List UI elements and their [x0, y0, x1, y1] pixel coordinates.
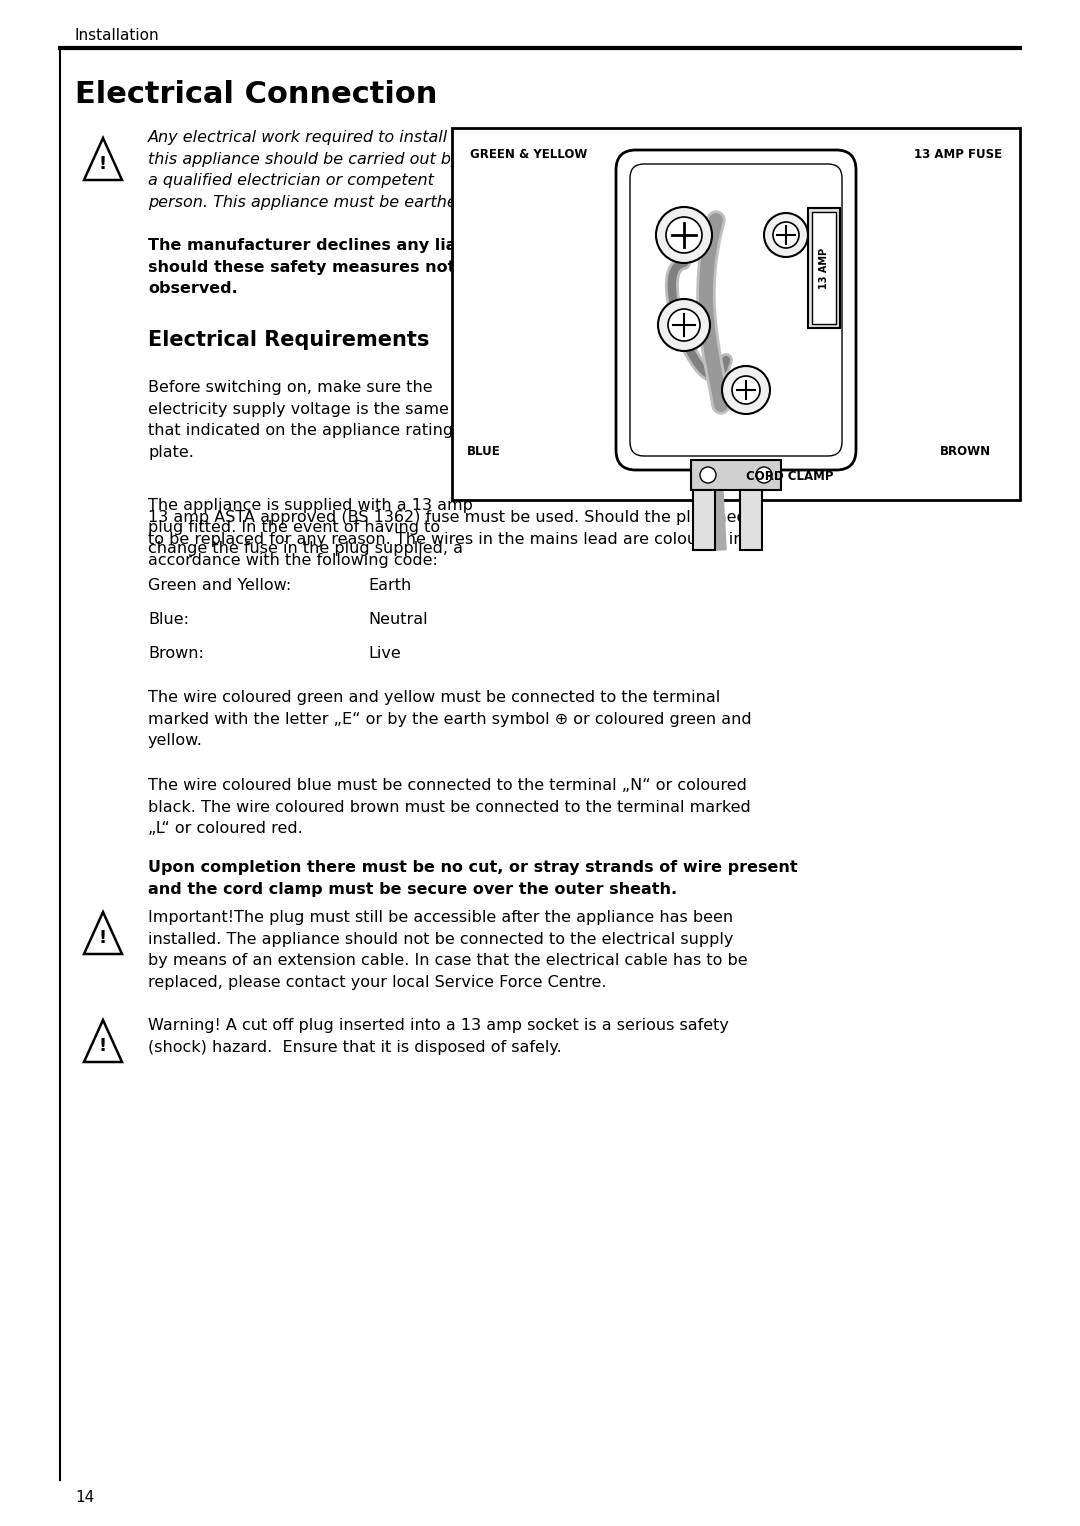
Text: !: !: [99, 156, 107, 172]
Text: Blue:: Blue:: [148, 612, 189, 627]
Text: GREEN & YELLOW: GREEN & YELLOW: [470, 148, 588, 162]
Text: CORD CLAMP: CORD CLAMP: [746, 470, 834, 484]
Bar: [808, 208, 840, 328]
Text: 14: 14: [75, 1489, 94, 1505]
Circle shape: [669, 308, 700, 340]
Text: BROWN: BROWN: [940, 446, 991, 458]
Circle shape: [723, 366, 770, 414]
Text: Before switching on, make sure the
electricity supply voltage is the same as
tha: Before switching on, make sure the elect…: [148, 380, 472, 459]
Text: Live: Live: [368, 645, 401, 661]
Circle shape: [756, 467, 772, 484]
Text: The appliance is supplied with a 13 amp
plug fitted. In the event of having to
c: The appliance is supplied with a 13 amp …: [148, 497, 473, 555]
Text: 13 AMP FUSE: 13 AMP FUSE: [914, 148, 1002, 162]
Circle shape: [732, 375, 760, 404]
Text: Any electrical work required to install
this appliance should be carried out by
: Any electrical work required to install …: [148, 130, 472, 209]
Bar: [453, 128, 1020, 501]
Text: The wire coloured blue must be connected to the terminal „N“ or coloured
black. : The wire coloured blue must be connected…: [148, 778, 751, 836]
Circle shape: [656, 208, 712, 262]
Circle shape: [764, 214, 808, 256]
Text: !: !: [99, 1038, 107, 1054]
Text: Electrical Requirements: Electrical Requirements: [148, 330, 430, 349]
Bar: [740, 490, 762, 549]
Text: Important!The plug must still be accessible after the appliance has been
install: Important!The plug must still be accessi…: [148, 909, 747, 990]
Text: 13 AMP: 13 AMP: [819, 247, 829, 288]
Text: Installation: Installation: [75, 27, 160, 43]
Circle shape: [666, 217, 702, 253]
FancyBboxPatch shape: [616, 150, 856, 470]
Text: Neutral: Neutral: [368, 612, 428, 627]
Bar: [693, 490, 715, 549]
Text: Warning! A cut off plug inserted into a 13 amp socket is a serious safety
(shock: Warning! A cut off plug inserted into a …: [148, 1018, 729, 1054]
Circle shape: [773, 221, 799, 249]
Text: 13 amp ASTA approved (BS 1362) fuse must be used. Should the plug need
to be rep: 13 amp ASTA approved (BS 1362) fuse must…: [148, 510, 757, 568]
Text: Green and Yellow:: Green and Yellow:: [148, 578, 292, 594]
Text: BLUE: BLUE: [467, 446, 501, 458]
Text: The wire coloured green and yellow must be connected to the terminal
marked with: The wire coloured green and yellow must …: [148, 690, 752, 748]
Text: Earth: Earth: [368, 578, 411, 594]
Text: Upon completion there must be no cut, or stray strands of wire present
and the c: Upon completion there must be no cut, or…: [148, 861, 798, 897]
Text: Brown:: Brown:: [148, 645, 204, 661]
Bar: [691, 459, 781, 490]
Text: !: !: [99, 929, 107, 948]
Text: The manufacturer declines any liability
should these safety measures not be
obse: The manufacturer declines any liability …: [148, 238, 502, 296]
Circle shape: [658, 299, 710, 351]
Text: Electrical Connection: Electrical Connection: [75, 79, 437, 108]
Circle shape: [700, 467, 716, 484]
Bar: [812, 212, 836, 324]
